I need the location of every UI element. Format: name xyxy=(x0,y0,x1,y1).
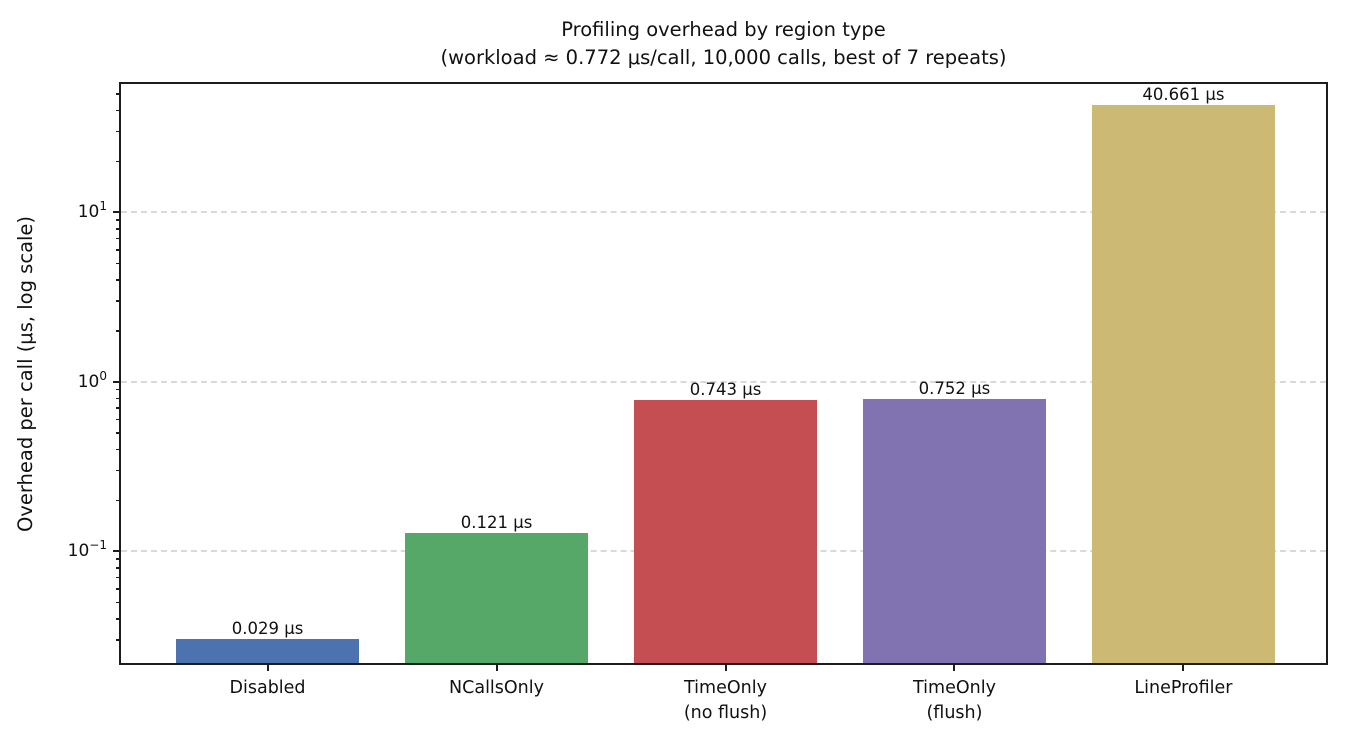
y-minor-tick-mark xyxy=(116,601,121,604)
bar-value-label: 0.752 μs xyxy=(918,378,991,398)
y-minor-tick-mark xyxy=(116,576,121,579)
y-tick-label: 10−1 xyxy=(67,538,107,562)
bar xyxy=(633,399,818,663)
x-tick-label: NCallsOnly xyxy=(449,678,544,698)
x-tick-mark xyxy=(953,663,956,671)
y-minor-tick-mark xyxy=(116,397,121,400)
y-minor-tick-mark xyxy=(116,237,121,240)
x-tick-label: LineProfiler xyxy=(1134,678,1233,698)
y-minor-tick-mark xyxy=(116,418,121,421)
y-minor-tick-mark xyxy=(116,388,121,391)
y-minor-tick-mark xyxy=(116,109,121,112)
y-minor-tick-mark xyxy=(116,432,121,434)
y-minor-tick-mark xyxy=(116,219,121,221)
bar xyxy=(404,533,589,663)
y-minor-tick-mark xyxy=(116,160,121,163)
x-tick-label: TimeOnly (no flush) xyxy=(683,678,768,723)
y-minor-tick-mark xyxy=(116,567,121,569)
y-minor-tick-mark xyxy=(116,130,121,133)
y-tick-label: 100 xyxy=(77,368,107,392)
gridline xyxy=(121,380,1326,383)
bar xyxy=(862,398,1047,663)
chart-title: Profiling overhead by region type (workl… xyxy=(119,16,1328,72)
x-tick-label: Disabled xyxy=(229,678,306,698)
bar xyxy=(175,638,360,663)
bar-value-label: 0.029 μs xyxy=(231,618,304,638)
y-minor-tick-mark xyxy=(116,448,121,451)
plot-area: 0.029 μs 0.121 μs 0.743 μs 0.752 μs 40.661 μ… xyxy=(68,82,1328,723)
y-minor-tick-mark xyxy=(116,249,121,251)
chart-title-line2: (workload ≈ 0.772 μs/call, 10,000 calls,… xyxy=(440,46,1007,69)
y-minor-tick-mark xyxy=(116,499,121,502)
y-tick-mark xyxy=(113,550,121,553)
y-minor-tick-mark xyxy=(116,330,121,332)
gridline xyxy=(121,211,1326,214)
y-minor-tick-mark xyxy=(116,558,121,560)
y-minor-tick-mark xyxy=(116,279,121,281)
bar xyxy=(1091,105,1276,663)
bar-value-label: 0.121 μs xyxy=(460,513,533,533)
y-minor-tick-mark xyxy=(116,469,121,472)
y-minor-tick-mark xyxy=(116,93,121,95)
bar-value-label: 0.743 μs xyxy=(689,379,762,399)
y-minor-tick-mark xyxy=(116,407,121,409)
y-minor-tick-mark xyxy=(116,228,121,230)
x-tick-mark xyxy=(1182,663,1185,671)
y-minor-tick-mark xyxy=(116,588,121,590)
x-tick-mark xyxy=(724,663,727,671)
bar-value-label: 40.661 μs xyxy=(1142,85,1225,105)
x-tick-mark xyxy=(266,663,269,671)
y-tick-mark xyxy=(113,211,121,214)
y-minor-tick-mark xyxy=(116,618,121,620)
y-tick-label: 101 xyxy=(77,199,107,223)
y-minor-tick-mark xyxy=(116,300,121,302)
y-tick-mark xyxy=(113,380,121,383)
x-tick-mark xyxy=(495,663,498,671)
x-tick-label: TimeOnly (flush) xyxy=(913,678,996,723)
y-minor-tick-mark xyxy=(116,262,121,265)
y-minor-tick-mark xyxy=(116,639,121,641)
chart-title-line1: Profiling overhead by region type xyxy=(561,18,886,41)
y-axis-label: Overhead per call (μs, log scale) xyxy=(14,215,37,533)
